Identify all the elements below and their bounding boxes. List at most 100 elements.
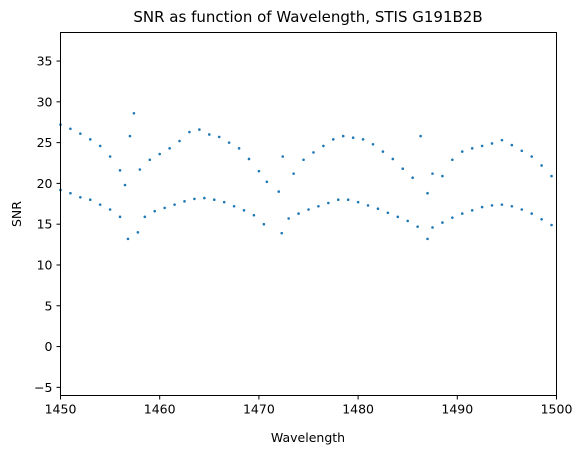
chart-title: SNR as function of Wavelength, STIS G191… (133, 8, 482, 26)
data-point (431, 226, 434, 229)
data-point (88, 138, 92, 141)
data-point (346, 198, 350, 202)
data-point (332, 138, 335, 141)
data-point (203, 196, 206, 200)
data-point (153, 209, 157, 213)
data-point (193, 197, 196, 201)
data-point (158, 152, 161, 156)
data-point (287, 217, 290, 220)
data-point (98, 203, 102, 206)
data-point (366, 204, 370, 207)
data-point (451, 158, 454, 162)
data-point (297, 212, 300, 215)
x-tick-label: 1460 (144, 402, 176, 417)
x-axis-ticks: 1450 1460 1470 1480 1490 1500 (45, 395, 573, 417)
data-point (281, 155, 285, 158)
y-axis-label: SNR (9, 201, 24, 227)
data-point (212, 198, 216, 202)
x-tick-label: 1450 (45, 402, 77, 417)
data-point (252, 213, 256, 217)
data-point (247, 157, 251, 161)
y-tick-label: 10 (37, 257, 53, 272)
y-tick-label: 0 (45, 339, 53, 354)
data-point (208, 133, 211, 136)
y-tick-label: −5 (34, 380, 52, 395)
data-point (327, 201, 330, 205)
data-point (128, 134, 132, 138)
data-point (118, 169, 122, 172)
data-point (168, 147, 171, 150)
data-point (307, 208, 310, 211)
data-point (361, 138, 365, 141)
data-point (88, 198, 92, 202)
data-point (98, 144, 102, 148)
y-tick-label: 20 (37, 176, 53, 191)
data-point (138, 168, 142, 171)
data-point (69, 127, 72, 131)
data-point (222, 200, 226, 204)
data-point (520, 149, 524, 153)
data-point (460, 150, 464, 153)
data-point (406, 219, 410, 223)
data-point (280, 231, 284, 235)
data-point (232, 204, 236, 208)
data-point (322, 144, 325, 148)
plot-frame (60, 32, 557, 396)
data-point (371, 142, 375, 146)
data-point (188, 130, 191, 134)
data-point (411, 176, 414, 179)
data-point (178, 139, 181, 143)
data-point (277, 190, 281, 193)
data-point (262, 222, 266, 226)
data-point (242, 209, 246, 212)
data-point (386, 211, 390, 215)
data-point (419, 134, 422, 138)
data-point (530, 212, 533, 215)
data-point (118, 215, 122, 219)
data-point (550, 174, 553, 178)
data-point (381, 150, 385, 153)
data-point (79, 195, 82, 199)
data-point (416, 225, 419, 228)
data-point (292, 172, 295, 175)
data-point (108, 208, 112, 211)
data-point (441, 174, 444, 178)
data-point (173, 203, 176, 206)
data-point (500, 138, 504, 142)
data-point (237, 147, 241, 150)
data-point (123, 183, 127, 187)
data-point (79, 132, 82, 135)
y-tick-label: 25 (37, 135, 53, 150)
data-point (143, 215, 147, 219)
data-point (520, 208, 524, 211)
data-point (136, 231, 140, 234)
y-tick-label: 35 (37, 54, 53, 69)
data-point (470, 209, 474, 212)
data-point (376, 207, 380, 210)
data-point (108, 155, 112, 158)
data-point (480, 205, 484, 209)
data-point (500, 203, 504, 206)
data-point (530, 155, 533, 158)
data-point (126, 237, 130, 241)
x-tick-label: 1490 (441, 402, 473, 417)
data-point (441, 221, 444, 224)
x-tick-label: 1480 (342, 402, 374, 417)
data-point (351, 136, 355, 140)
data-point (198, 128, 201, 131)
data-point (401, 167, 405, 171)
data-point (426, 237, 429, 241)
x-axis-label: Wavelength (271, 430, 345, 445)
data-point (426, 191, 429, 195)
data-point (317, 204, 320, 208)
data-point (540, 218, 543, 221)
data-point (148, 158, 152, 162)
data-point (550, 223, 553, 227)
data-point (257, 169, 261, 173)
data-point (460, 212, 464, 215)
data-point (396, 215, 400, 219)
y-axis-ticks: −5 0 5 10 15 20 25 30 35 (34, 54, 61, 395)
data-point (163, 206, 166, 210)
x-tick-label: 1500 (541, 402, 573, 417)
